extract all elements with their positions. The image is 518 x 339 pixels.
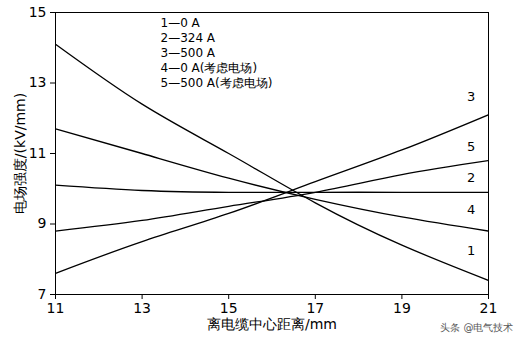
svg-text:5: 5 xyxy=(467,139,475,154)
svg-text:15: 15 xyxy=(29,4,47,20)
svg-text:3: 3 xyxy=(467,89,475,104)
svg-text:13: 13 xyxy=(29,74,47,90)
svg-text:21: 21 xyxy=(480,300,498,316)
svg-text:5—500 A(考虑电场): 5—500 A(考虑电场) xyxy=(161,76,273,90)
svg-text:17: 17 xyxy=(306,300,324,316)
svg-text:离电缆中心距离/mm: 离电缆中心距离/mm xyxy=(207,316,337,332)
svg-text:1—0 A: 1—0 A xyxy=(161,16,201,30)
svg-text:13: 13 xyxy=(133,300,151,316)
svg-text:3—500 A: 3—500 A xyxy=(161,46,216,60)
svg-text:15: 15 xyxy=(220,300,238,316)
svg-text:9: 9 xyxy=(38,215,47,231)
svg-text:2—324 A: 2—324 A xyxy=(161,31,216,45)
svg-text:1: 1 xyxy=(467,243,475,258)
svg-text:4: 4 xyxy=(467,202,475,217)
svg-text:头条 @电气技术: 头条 @电气技术 xyxy=(440,322,513,333)
svg-text:电场强度/(kV/mm): 电场强度/(kV/mm) xyxy=(12,93,28,214)
svg-text:2: 2 xyxy=(467,170,475,185)
svg-text:11: 11 xyxy=(29,145,47,161)
svg-text:11: 11 xyxy=(47,300,65,316)
svg-text:4—0 A(考虑电场): 4—0 A(考虑电场) xyxy=(161,61,258,75)
svg-text:19: 19 xyxy=(393,300,411,316)
svg-text:7: 7 xyxy=(38,286,47,302)
